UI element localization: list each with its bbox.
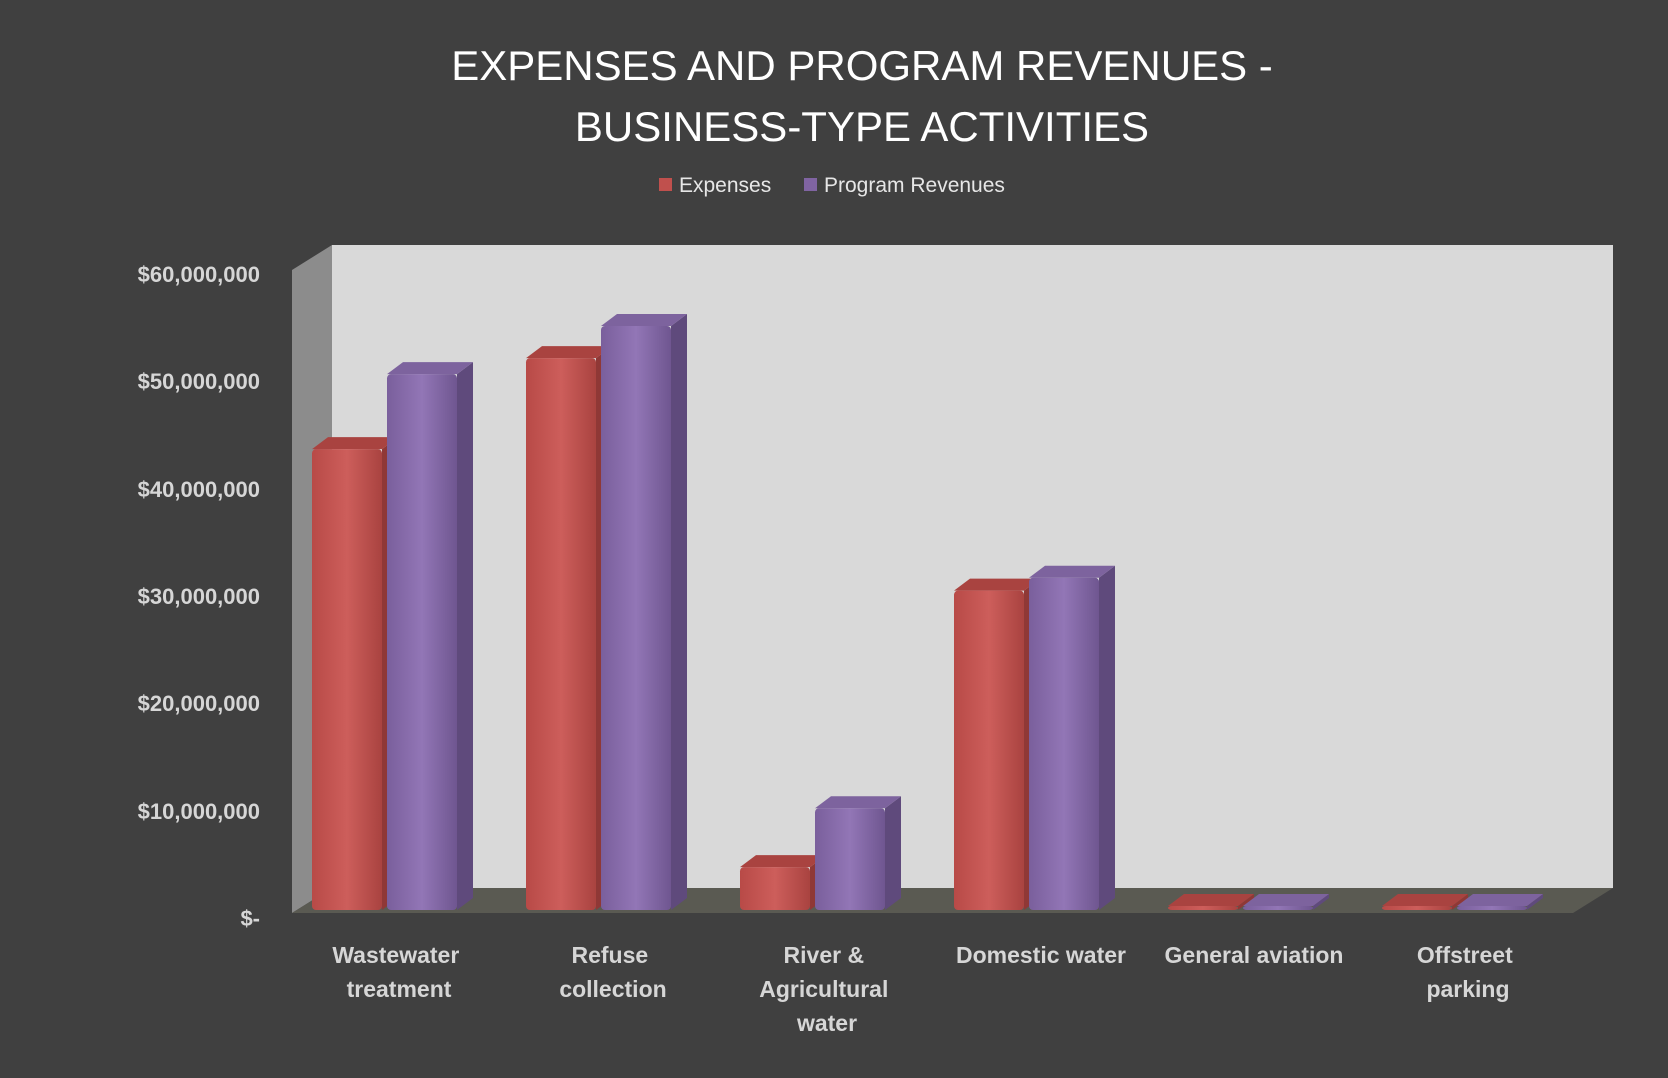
bar-top: [526, 346, 612, 359]
bar-expenses-river-agricultural-water: [740, 855, 826, 910]
bar-side: [1452, 894, 1468, 910]
bar-front: [387, 374, 457, 911]
bar-expenses-refuse-collection: [526, 346, 612, 910]
legend-label-program-revenues: Program Revenues: [824, 174, 1005, 197]
bar-front: [312, 449, 382, 910]
bar-top: [1382, 894, 1468, 906]
bar-front: [1243, 906, 1313, 910]
bar-top: [1243, 894, 1329, 906]
legend-swatch-program-revenues: [804, 178, 817, 191]
bar-front: [1168, 906, 1238, 910]
category-label-river-agricultural-water: River & Agricultural water: [759, 942, 894, 1036]
bar-top: [601, 313, 687, 326]
bar-top: [1029, 565, 1115, 578]
bar-front: [740, 867, 810, 910]
bar-top: [1457, 894, 1543, 906]
bar-front: [815, 808, 885, 910]
bar-front: [601, 325, 671, 911]
bar-front: [1457, 906, 1527, 910]
bar-top: [1168, 894, 1254, 906]
bar-program-revenues-river-agricultural-water: [815, 796, 901, 910]
bar-front: [1382, 906, 1452, 910]
bar-side: [1099, 565, 1115, 910]
bar-program-revenues-refuse-collection: [601, 313, 687, 911]
bar-side: [1313, 894, 1329, 910]
bar-side: [671, 313, 687, 911]
legend-swatch-expenses: [659, 178, 672, 191]
bar-top: [312, 437, 398, 450]
category-label-refuse-collection: Refuse collection: [559, 942, 666, 1002]
bar-program-revenues-general-aviation: [1243, 894, 1329, 910]
bar-program-revenues-domestic-water: [1029, 565, 1115, 910]
legend: Expenses Program Revenues: [659, 174, 1005, 197]
bars-layer: [312, 313, 1543, 911]
bar-expenses-wastewater-treatment: [312, 437, 398, 910]
bar-side: [457, 362, 473, 911]
chart-title-line-2: BUSINESS-TYPE ACTIVITIES: [575, 103, 1149, 150]
chart-title-line-1: EXPENSES AND PROGRAM REVENUES -: [451, 42, 1273, 89]
y-tick-label: $-: [240, 906, 260, 931]
y-tick-label: $50,000,000: [138, 369, 260, 394]
y-axis: $- $10,000,000 $20,000,000 $30,000,000 $…: [138, 262, 260, 931]
category-label-general-aviation: General aviation: [1165, 942, 1344, 968]
bar-side: [1238, 894, 1254, 910]
bar-top: [954, 578, 1040, 591]
legend-label-expenses: Expenses: [679, 174, 771, 197]
bar-side: [1527, 894, 1543, 910]
category-label-domestic-water: Domestic water: [956, 942, 1126, 968]
bar-program-revenues-wastewater-treatment: [387, 362, 473, 911]
y-tick-label: $60,000,000: [138, 262, 260, 287]
category-label-offstreet-parking: Offstreet parking: [1417, 942, 1519, 1002]
y-tick-label: $40,000,000: [138, 477, 260, 502]
bar-front: [1029, 577, 1099, 910]
y-tick-label: $30,000,000: [138, 584, 260, 609]
bar-expenses-domestic-water: [954, 578, 1040, 910]
bar-program-revenues-offstreet-parking: [1457, 894, 1543, 910]
bar-side: [885, 796, 901, 910]
bar-expenses-general-aviation: [1168, 894, 1254, 910]
x-axis: Wastewater treatment Refuse collection R…: [332, 942, 1519, 1036]
bar-top: [387, 362, 473, 375]
bar-top: [740, 855, 826, 868]
bar-front: [954, 590, 1024, 910]
y-tick-label: $10,000,000: [138, 799, 260, 824]
bar-expenses-offstreet-parking: [1382, 894, 1468, 910]
y-tick-label: $20,000,000: [138, 691, 260, 716]
bar-front: [526, 358, 596, 910]
category-label-wastewater-treatment: Wastewater treatment: [332, 942, 465, 1002]
bar-top: [815, 796, 901, 809]
